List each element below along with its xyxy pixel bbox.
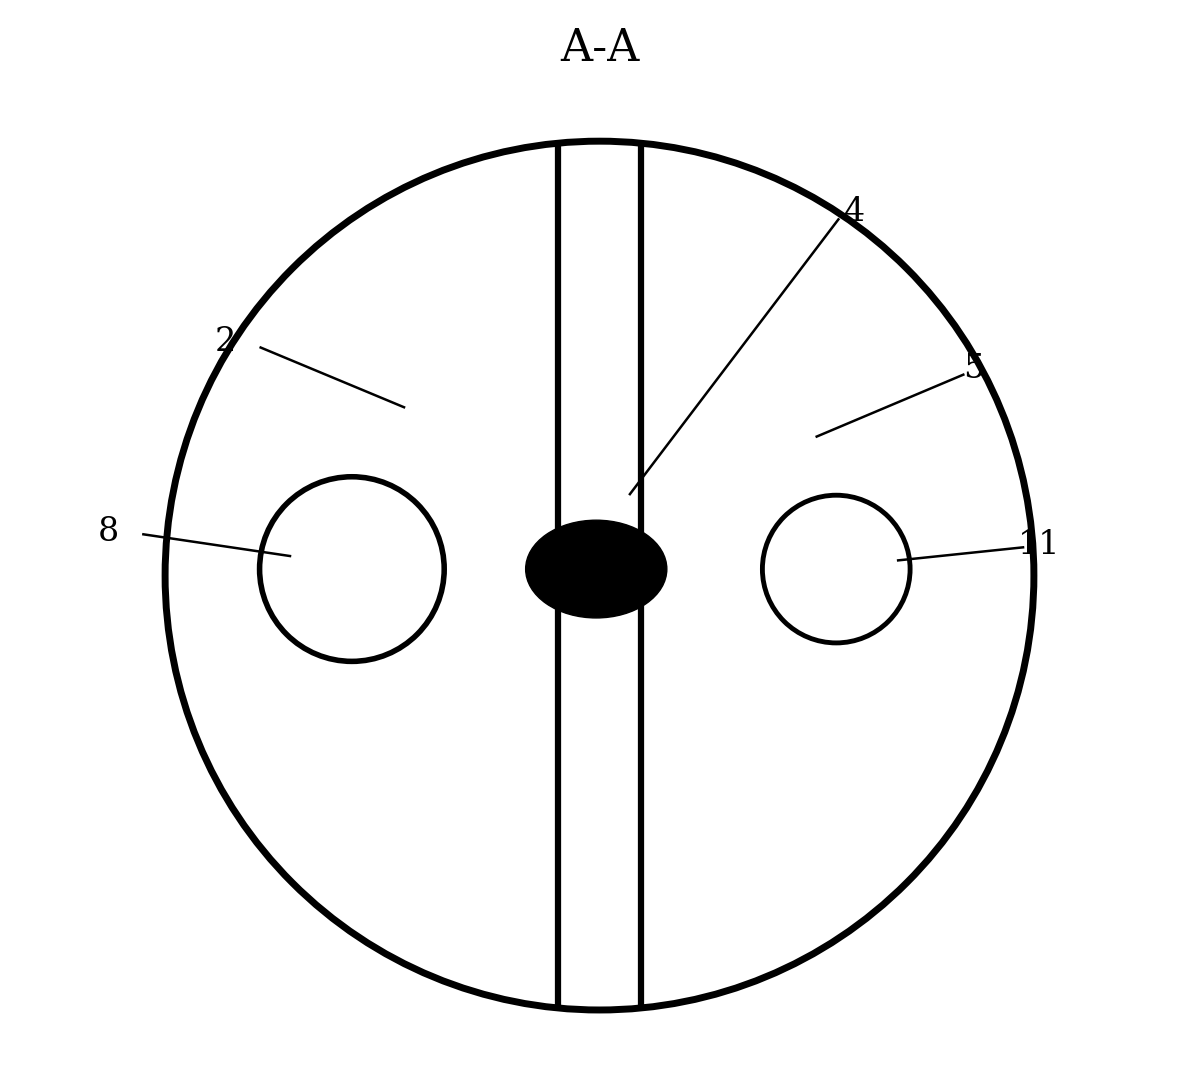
Circle shape xyxy=(259,477,444,661)
Text: 4: 4 xyxy=(844,195,866,228)
Circle shape xyxy=(763,495,910,643)
Circle shape xyxy=(165,141,1034,1010)
Text: 2: 2 xyxy=(215,326,235,358)
Text: A-A: A-A xyxy=(560,27,639,71)
Text: 8: 8 xyxy=(98,516,119,548)
Text: 11: 11 xyxy=(1018,529,1061,561)
Ellipse shape xyxy=(525,520,667,618)
Text: 5: 5 xyxy=(964,353,984,386)
